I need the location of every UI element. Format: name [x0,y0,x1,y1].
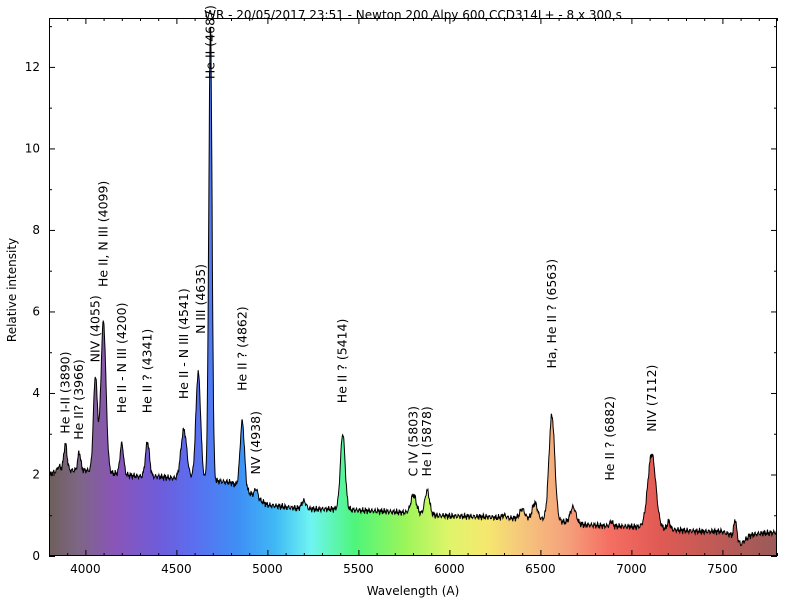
line-annotation: C IV (5803) [406,406,421,476]
y-tick-label: 2 [32,467,40,481]
x-axis: 4000 4500 5000 5500 6000 6500 7000 7500 [49,18,778,576]
line-annotation: He II ? (4341) [140,329,155,414]
line-annotation: Ha, He II ? (6563) [544,259,559,369]
y-tick-label: 4 [32,386,40,400]
x-tick-label: 7000 [616,562,647,576]
x-tick-label: 4500 [161,562,192,576]
y-tick-label: 8 [32,223,40,237]
y-tick-label: 6 [32,304,40,318]
line-annotation: He I (5878) [419,406,434,476]
line-annotation: He II? (3966) [71,359,86,440]
y-tick-label: 12 [25,60,40,74]
x-tick-label: 5500 [343,562,374,576]
y-axis-label: Relative intensity [5,238,19,342]
x-tick-label: 4000 [70,562,101,576]
line-annotation: He I-II (3890) [57,352,72,434]
line-annotation: He II ? (4862) [234,306,249,391]
line-annotation: He II ? (5414) [335,319,350,404]
x-tick-label: 6000 [434,562,465,576]
line-annotation: He II - N III (4541) [176,288,191,399]
line-annotation: NV (4938) [248,411,263,474]
x-tick-label: 5000 [252,562,283,576]
line-annotation: N III (4635) [193,264,208,334]
line-annotation: He II, N III (4099) [95,181,110,287]
x-axis-label: Wavelength (A) [367,584,460,598]
line-annotation: NIV (7112) [644,365,659,432]
x-tick-label: 7500 [707,562,738,576]
line-annotation: He II ? (6882) [602,396,617,481]
line-annotation: NIV (4055) [87,295,102,362]
spectrum-area [49,26,777,556]
line-annotation: He II (4687) [202,5,217,79]
x-tick-label: 6500 [525,562,556,576]
y-tick-label: 10 [25,141,40,155]
y-tick-label: 0 [32,549,40,563]
y-axis: 0 2 4 6 8 10 12 [25,26,777,563]
spectrum-line [49,26,777,547]
line-annotations: He I-II (3890)He II? (3966)NIV (4055) He … [57,5,658,480]
line-annotation: He II - N III (4200) [114,302,129,413]
